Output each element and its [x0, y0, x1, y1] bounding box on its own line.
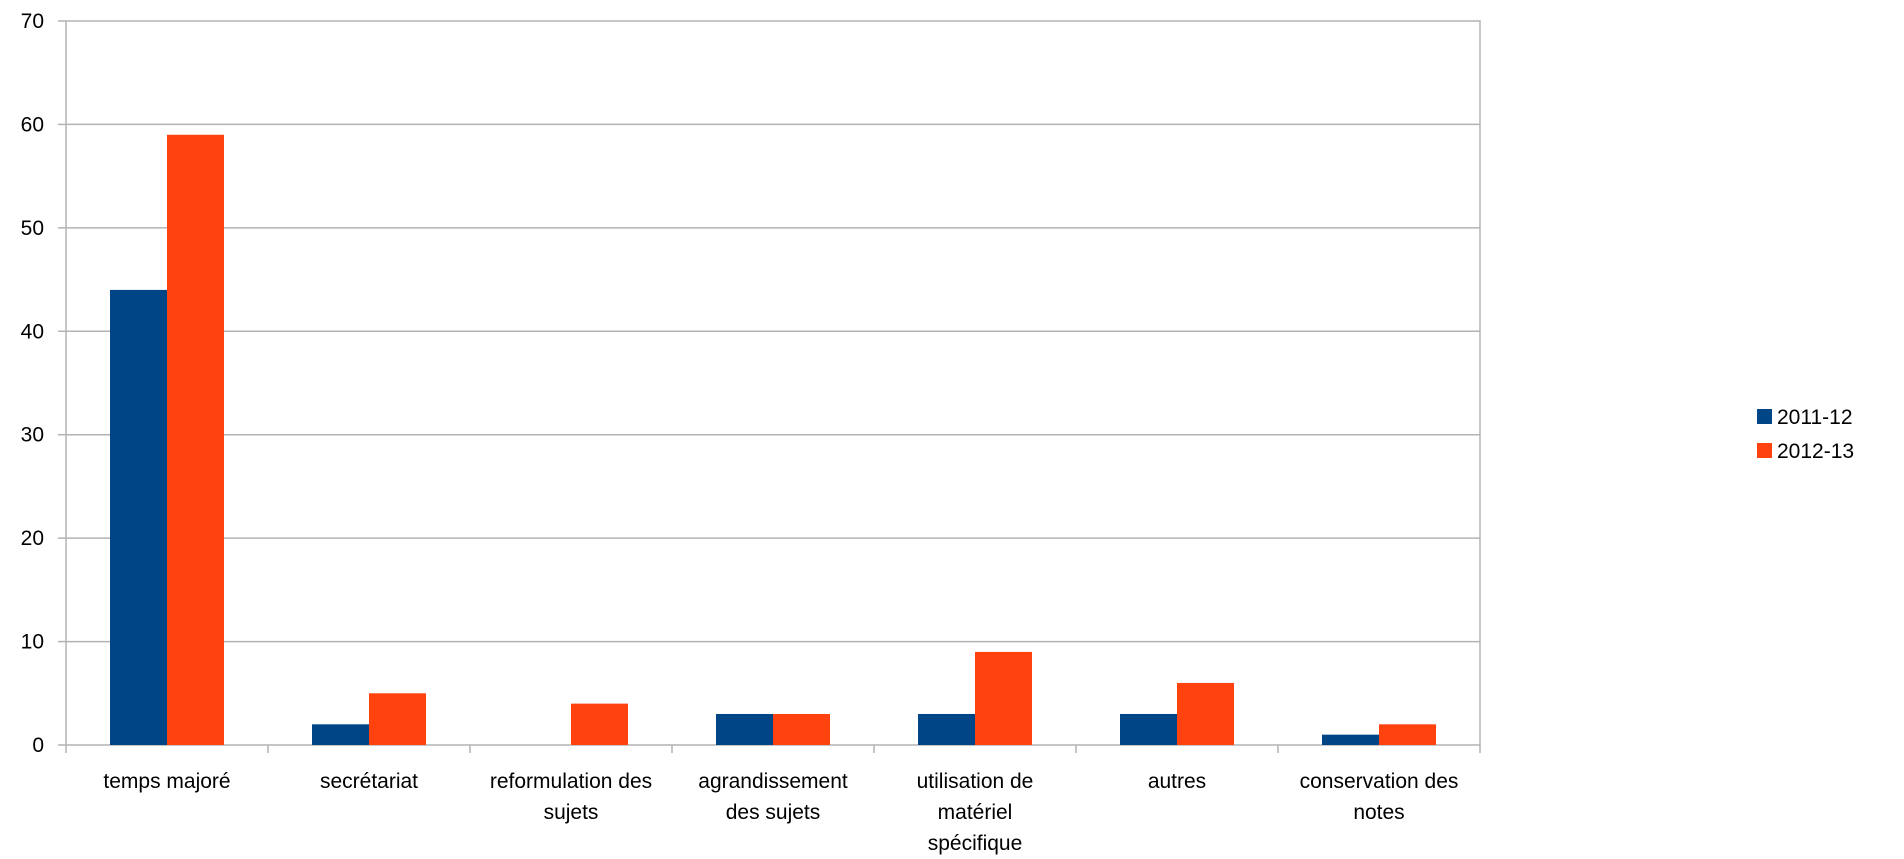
bar-2012-13 — [773, 713, 830, 745]
x-tick-label: temps majoré — [103, 770, 230, 793]
bar-2011-12 — [716, 713, 773, 745]
plot-area — [65, 20, 1481, 746]
x-tick-label-line: notes — [1353, 801, 1404, 824]
x-tick-label-line: agrandissement — [698, 770, 848, 793]
bar-2011-12 — [918, 713, 975, 745]
bar-2012-13 — [571, 703, 628, 745]
gridlines — [66, 123, 1480, 643]
y-tick-label: 20 — [21, 527, 44, 550]
x-tick-label: conservation des notes — [1300, 770, 1459, 824]
y-tick-label: 70 — [21, 10, 44, 33]
x-tick-label-line: conservation des — [1300, 770, 1459, 793]
x-tick-label-line: matériel — [938, 801, 1013, 824]
bar-2012-13 — [369, 693, 426, 745]
x-tick-label-line: temps majoré — [103, 770, 230, 793]
bar-2011-12 — [110, 289, 167, 745]
y-tick-label: 40 — [21, 320, 44, 343]
bar-2012-13 — [975, 651, 1032, 745]
bar-2011-12 — [1120, 713, 1177, 745]
legend: 2011-12 2012-13 — [1757, 406, 1854, 463]
x-tick-label: agrandissement des sujets — [698, 770, 848, 824]
x-tick-label-line: sujets — [544, 801, 599, 824]
bar-2011-12 — [312, 724, 369, 745]
bar-2011-12 — [1322, 734, 1379, 745]
legend-swatch — [1757, 443, 1772, 458]
legend-label: 2011-12 — [1777, 406, 1853, 429]
y-tick-label: 0 — [32, 734, 44, 757]
x-tick-label: autres — [1148, 770, 1206, 793]
x-tick-label: utilisation de matériel spécifique — [917, 770, 1034, 855]
x-tick-label-line: utilisation de — [917, 770, 1034, 793]
x-tick-label: secrétariat — [320, 770, 418, 793]
y-tick-label: 10 — [21, 631, 44, 654]
legend-swatch — [1757, 409, 1772, 424]
y-tick-label: 60 — [21, 113, 44, 136]
x-tick-label-line: autres — [1148, 770, 1206, 793]
x-tick-label-line: spécifique — [928, 832, 1023, 855]
y-axis: 0 10 20 30 40 50 60 70 — [21, 10, 66, 757]
bar-2012-13 — [167, 134, 224, 745]
x-tick-label-line: reformulation des — [490, 770, 652, 793]
x-tick-label: reformulation des sujets — [490, 770, 652, 824]
y-tick-label: 30 — [21, 424, 44, 447]
x-tick-label-line: des sujets — [726, 801, 821, 824]
bar-2012-13 — [1177, 682, 1234, 745]
bar-2012-13 — [1379, 724, 1436, 745]
x-axis: temps majoré secrétariat reformulation des… — [65, 745, 1481, 855]
bars — [110, 134, 1436, 745]
x-tick-label-line: secrétariat — [320, 770, 418, 793]
y-tick-label: 50 — [21, 217, 44, 240]
legend-label: 2012-13 — [1777, 440, 1854, 463]
